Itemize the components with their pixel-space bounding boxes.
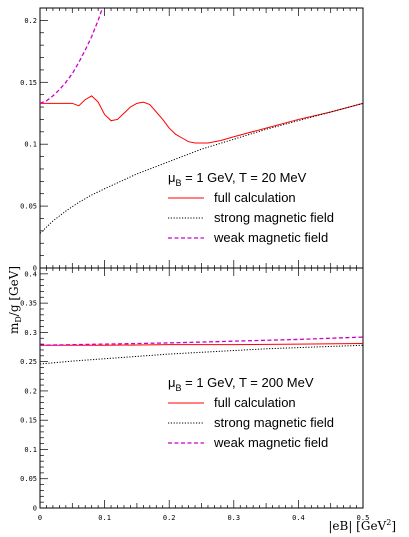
legend-label: full calculation <box>214 395 296 410</box>
x-tick-label: 0 <box>38 514 42 522</box>
legend: μB = 1 GeV, T = 20 MeV full calculation st… <box>168 170 334 245</box>
x-tick-label: 0.3 <box>227 514 240 522</box>
y-tick-label: 0.2 <box>24 17 37 25</box>
legend-label: full calculation <box>214 190 296 205</box>
y-tick-label: 0.35 <box>20 300 37 308</box>
y-tick-label: 0 <box>33 505 37 513</box>
y-axis-title: mD/g [GeV] <box>7 266 23 334</box>
y-tick-label: 0.1 <box>24 446 37 454</box>
x-tick-label: 0.2 <box>163 514 176 522</box>
series-line-full-calculation <box>40 343 363 346</box>
legend-title: μB = 1 GeV, T = 200 MeV <box>168 375 314 393</box>
legend-label: strong magnetic field <box>214 210 334 225</box>
legend-label: weak magnetic field <box>213 230 328 245</box>
x-axis-title: |eB| [GeV2] <box>328 518 396 533</box>
series-line-full-calculation <box>40 95 363 144</box>
y-tick-label: 0.3 <box>24 329 37 337</box>
y-tick-label: 0 <box>33 265 37 273</box>
y-tick-label: 0.05 <box>20 203 37 211</box>
series-line-weak-magnetic-field <box>40 336 363 346</box>
series-line-strong-magnetic-field <box>40 344 363 365</box>
series-line-weak-magnetic-field <box>40 8 104 104</box>
y-tick-label: 0.05 <box>20 475 37 483</box>
legend-label: strong magnetic field <box>214 415 334 430</box>
legend-label: weak magnetic field <box>213 435 328 450</box>
legend: μB = 1 GeV, T = 200 MeV full calculation s… <box>168 375 334 450</box>
plot-frame <box>39 7 364 269</box>
bottom-panel: 0 0.1 0.2 0.3 0.4 0.5 0 0.05 0.1 0.15 0.2 0.25 0.3 0.… <box>20 267 370 522</box>
series-line-strong-magnetic-field <box>40 102 363 234</box>
y-tick-label: 0.15 <box>20 417 37 425</box>
y-tick-label: 0.25 <box>20 358 37 366</box>
y-tick-label: 0.15 <box>20 79 37 87</box>
y-tick-label: 0.1 <box>24 141 37 149</box>
y-tick-label: 0.2 <box>24 387 37 395</box>
x-tick-label: 0.5 <box>357 514 370 522</box>
x-tick-label: 0.1 <box>98 514 111 522</box>
legend-title: μB = 1 GeV, T = 20 MeV <box>168 170 307 188</box>
x-tick-label: 0.4 <box>292 514 305 522</box>
y-tick-label: 0.4 <box>24 270 37 278</box>
top-panel: 0 0.05 0.1 0.15 0.2 μB = 1 GeV, T = 20 MeV ful… <box>20 7 364 273</box>
